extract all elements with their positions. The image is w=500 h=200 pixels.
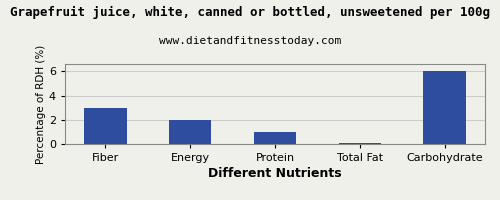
Y-axis label: Percentage of RDH (%): Percentage of RDH (%): [36, 44, 46, 164]
Bar: [169, 120, 212, 144]
X-axis label: Different Nutrients: Different Nutrients: [208, 167, 342, 180]
Text: www.dietandfitnesstoday.com: www.dietandfitnesstoday.com: [159, 36, 341, 46]
Bar: [338, 143, 381, 144]
Bar: [424, 71, 466, 144]
Bar: [254, 132, 296, 144]
Bar: [84, 108, 126, 144]
Text: Grapefruit juice, white, canned or bottled, unsweetened per 100g: Grapefruit juice, white, canned or bottl…: [10, 6, 490, 19]
